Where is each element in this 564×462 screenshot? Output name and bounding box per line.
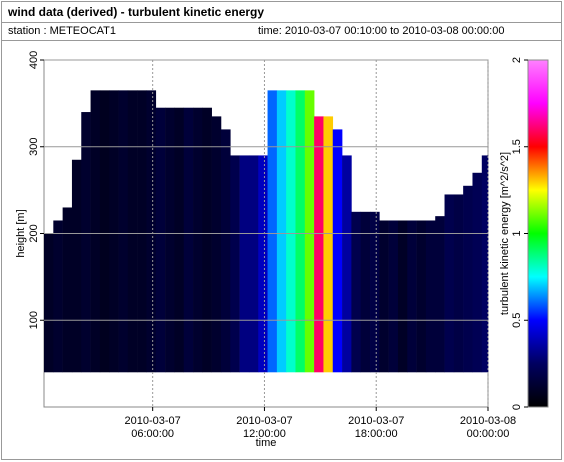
heat-cell [332, 129, 343, 373]
heat-cell [314, 116, 324, 373]
colorbar-tick-label: 0.5 [511, 313, 523, 328]
heat-cell [472, 172, 483, 373]
y-tick-label: 200 [28, 224, 40, 242]
title: wind data (derived) - turbulent kinetic … [7, 5, 264, 19]
y-axis-label: height [m] [15, 209, 27, 257]
heat-cell [202, 107, 212, 373]
heat-cell [276, 90, 287, 373]
heat-cell [258, 155, 268, 373]
heat-cell [44, 233, 54, 373]
heat-cell [71, 159, 82, 373]
heat-cell [416, 220, 427, 373]
heat-cell [193, 107, 203, 373]
time-range: time: 2010-03-07 00:10:00 to 2010-03-08 … [258, 25, 504, 37]
heat-cell [323, 116, 334, 373]
heat-cell [267, 90, 278, 373]
heat-cell [165, 107, 175, 373]
heat-cell [397, 220, 408, 373]
heat-cell [81, 112, 91, 373]
heat-cell [295, 90, 306, 373]
heat-cell [239, 155, 250, 373]
x-tick-label: 2010-03-08 00:00:00 [459, 415, 517, 440]
heat-cell [304, 90, 315, 373]
heat-cell [109, 90, 119, 373]
colorbar [527, 59, 549, 408]
heat-cell [146, 90, 157, 373]
heat-cell [220, 129, 231, 373]
y-tick-label: 100 [28, 311, 40, 329]
heat-cell [211, 116, 222, 373]
heat-cell [230, 155, 240, 373]
heat-cell [342, 155, 352, 373]
heat-cell [183, 107, 194, 373]
heat-cell [127, 90, 138, 373]
x-axis-label: time [256, 437, 277, 449]
x-tick-label: 2010-03-07 18:00:00 [348, 415, 405, 440]
heat-cell [351, 211, 361, 373]
heat-cell [370, 211, 380, 373]
heat-cell [137, 90, 147, 373]
heat-cell [53, 220, 63, 373]
heat-cell [463, 185, 473, 373]
heat-cell [435, 216, 445, 373]
heat-cell [90, 90, 101, 373]
colorbar-label: turbulent kinetic energy [m^2/s^2] [499, 152, 511, 315]
colorbar-tick-label: 1 [511, 230, 523, 236]
heat-cell [425, 220, 436, 373]
heat-cell [286, 90, 296, 373]
heat-cell [481, 155, 489, 373]
heat-cell [248, 155, 259, 373]
heat-cell [379, 220, 389, 373]
colorbar-tick-label: 2 [511, 57, 523, 63]
heat-cell [99, 90, 110, 373]
heat-cell [360, 211, 371, 373]
heat-cell [453, 194, 464, 373]
y-tick-label: 400 [28, 51, 40, 69]
heat-cell [388, 220, 399, 373]
y-tick-label: 300 [28, 138, 40, 156]
heat-cell [444, 194, 455, 373]
x-tick-label: 2010-03-07 12:00:00 [236, 415, 293, 440]
heat-cell [118, 90, 129, 373]
x-tick-label: 2010-03-07 06:00:00 [124, 415, 181, 440]
colorbar-tick-label: 0 [511, 404, 523, 410]
heat-cell [174, 107, 185, 373]
heat-cell [155, 107, 166, 373]
station: station : METEOCAT1 [8, 25, 116, 37]
heat-cell [407, 220, 417, 373]
heat-cell [62, 207, 73, 373]
colorbar-tick-label: 1.5 [511, 139, 523, 154]
